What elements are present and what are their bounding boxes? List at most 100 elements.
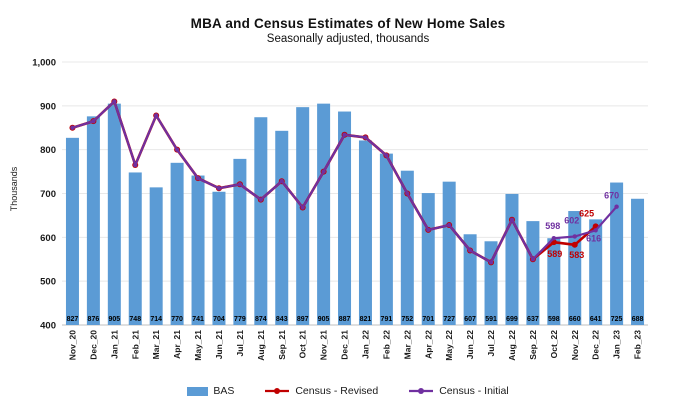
bar	[631, 198, 645, 325]
x-tick-label: Apr_22	[423, 330, 433, 359]
line-marker	[133, 162, 138, 168]
bar	[589, 219, 603, 325]
bar-value-label: 688	[632, 316, 644, 323]
bar	[568, 211, 582, 325]
x-tick-label: Jan_22	[360, 330, 370, 359]
point-label: 602	[564, 215, 579, 225]
x-tick-label: May_21	[193, 330, 203, 361]
bar	[421, 193, 435, 325]
line-marker	[153, 113, 159, 118]
bar	[338, 111, 352, 325]
point-label: 616	[586, 233, 601, 243]
bar	[296, 107, 310, 325]
line-marker-icon-revised	[265, 388, 290, 394]
bar-value-label: 897	[297, 316, 309, 323]
bar-value-label: 591	[485, 316, 497, 323]
bar	[442, 181, 456, 325]
line-marker-icon-initial	[409, 388, 434, 394]
x-tick-label: Mar_22	[402, 330, 412, 360]
bar-value-label: 704	[213, 316, 225, 323]
bar-value-label: 827	[67, 316, 79, 323]
line-marker	[321, 169, 326, 174]
point-label: 670	[604, 191, 619, 201]
legend: BAS Census - Revised Census - Initial	[0, 385, 696, 397]
bar-value-label: 874	[255, 316, 267, 323]
line-marker	[551, 236, 557, 241]
y-tick-label: 700	[40, 189, 56, 200]
x-tick-label: Feb_23	[633, 330, 643, 360]
bar	[484, 241, 498, 325]
bar	[379, 153, 393, 325]
bar-value-label: 660	[569, 316, 581, 323]
bar-value-label: 701	[422, 316, 434, 323]
chart-subtitle: Seasonally adjusted, thousands	[266, 33, 430, 45]
line-marker	[467, 248, 473, 253]
x-tick-label: Sep_21	[277, 330, 287, 360]
x-tick-label: Mar_21	[151, 330, 161, 360]
bar	[505, 193, 519, 325]
bar	[463, 234, 477, 325]
x-tick-label: Apr_21	[172, 330, 182, 359]
point-label: 598	[545, 221, 560, 231]
bar-value-label: 791	[381, 316, 393, 323]
bar-value-label: 876	[88, 316, 100, 323]
x-tick-label: Nov_21	[319, 330, 329, 361]
line-marker	[216, 186, 222, 191]
line-marker	[363, 135, 368, 140]
line-marker	[279, 179, 284, 184]
line-marker	[571, 241, 578, 248]
bar-value-label: 727	[443, 316, 455, 323]
legend-item-census-initial: Census - Initial	[408, 385, 509, 397]
bar-value-label: 607	[464, 316, 476, 323]
legend-label-census-revised: Census - Revised	[295, 385, 379, 397]
bar-value-label: 770	[171, 316, 183, 323]
y-tick-label: 500	[40, 277, 56, 288]
bar-value-label: 887	[339, 316, 351, 323]
line-marker	[530, 257, 536, 262]
bar	[275, 130, 289, 325]
line-marker	[112, 99, 117, 104]
bar	[128, 172, 142, 325]
x-tick-label: Aug_22	[507, 330, 517, 361]
line-marker	[446, 222, 452, 228]
x-tick-label: Jul_22	[486, 330, 496, 357]
bar	[149, 187, 163, 325]
line-marker	[70, 125, 75, 130]
line-marker	[426, 227, 431, 233]
x-tick-label: Dec_22	[591, 330, 601, 360]
x-tick-label: Feb_22	[381, 330, 391, 360]
x-tick-label: Dec_20	[88, 330, 98, 360]
legend-label-bas: BAS	[213, 385, 235, 397]
legend-label-census-initial: Census - Initial	[439, 385, 509, 397]
x-tick-label: Oct_21	[298, 330, 308, 359]
bar-value-label: 641	[590, 316, 602, 323]
bar	[547, 238, 561, 325]
x-tick-label: May_22	[444, 330, 454, 361]
bar	[170, 162, 184, 325]
point-label: 583	[569, 250, 584, 260]
x-tick-label: Dec_21	[340, 330, 350, 360]
x-tick-label: Jan_21	[109, 330, 119, 359]
x-tick-label: Sep_22	[528, 330, 538, 360]
bar-value-label: 725	[611, 316, 623, 323]
bar	[610, 182, 624, 325]
x-tick-label: Nov_20	[67, 330, 77, 361]
point-label: 625	[579, 208, 594, 218]
line-marker	[572, 234, 577, 239]
chart-title: MBA and Census Estimates of New Home Sal…	[190, 16, 506, 31]
y-tick-label: 600	[40, 233, 56, 244]
bar	[526, 221, 540, 325]
bar-value-label: 843	[276, 316, 288, 323]
bar-value-label: 699	[506, 316, 518, 323]
point-label: 589	[547, 249, 562, 259]
line-marker	[405, 191, 410, 196]
bar-value-label: 741	[192, 316, 204, 323]
line-marker	[593, 228, 598, 233]
bar-swatch-icon	[187, 386, 209, 396]
bar-value-label: 598	[548, 316, 560, 323]
bar-value-label: 637	[527, 316, 539, 323]
bar	[400, 170, 414, 325]
bar	[65, 137, 79, 325]
line-marker	[488, 260, 494, 265]
